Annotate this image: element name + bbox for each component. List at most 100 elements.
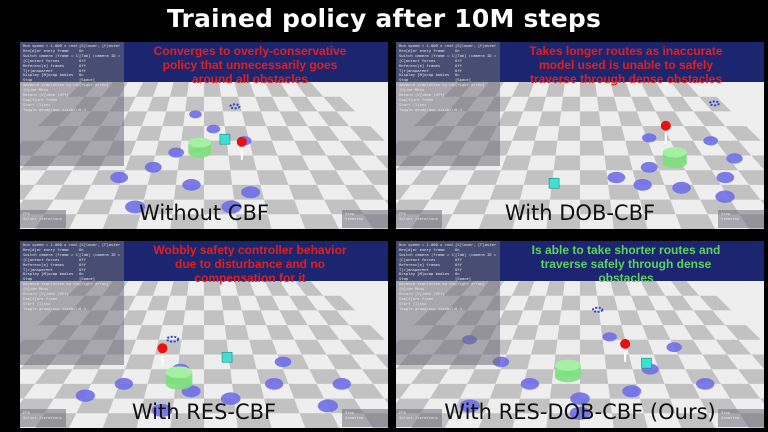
menu-row[interactable]: Referenc[e] frames Off [23, 263, 121, 268]
floor-tile [760, 199, 764, 205]
menu-key: Ren[d]er every frame [399, 48, 445, 53]
floor-tile [640, 281, 666, 296]
menu-row[interactable]: Run speed = 1.000 x real time[S]lower, [… [23, 243, 121, 248]
floor-tile [632, 369, 665, 384]
obstacle [206, 124, 221, 134]
panel-label: With DOB-CBF [504, 201, 656, 225]
menu-row[interactable]: Toggle geomgroup visibility 0-4 [399, 108, 497, 113]
menu-row[interactable]: Stop [Space] [23, 277, 121, 282]
obstacle [317, 399, 338, 413]
menu-row[interactable]: Referenc[e] frames Off [399, 64, 497, 69]
menu-row[interactable]: Toggle geomgroup visibility 0-4 [23, 108, 121, 113]
mujoco-menu-overlay[interactable]: Run speed = 1.000 x real time[S]lower, [… [396, 241, 500, 365]
mujoco-menu-overlay[interactable]: Run speed = 1.000 x real time[S]lower, [… [20, 42, 124, 166]
menu-row[interactable]: Toggle geomgroup visibility 0-4 [23, 307, 121, 312]
menu-row[interactable]: Start [I]xyz [399, 103, 497, 108]
menu-row[interactable]: Display [M]ocap bodies On [399, 73, 497, 78]
menu-row[interactable]: [H]ide Menu [23, 88, 121, 93]
menu-row[interactable]: [C]ontact forces Off [23, 258, 121, 263]
menu-row[interactable]: Display [M]ocap bodies On [23, 73, 121, 78]
annotation-line: model used is unable to safely [538, 58, 714, 72]
floor-tile [307, 126, 340, 141]
menu-row[interactable]: Stop [Space] [399, 78, 497, 83]
sim-viewport-without-cbf[interactable]: Run speed = 1.000 x real time[S]lower, [… [20, 42, 388, 229]
menu-row[interactable]: Switch camera (frame = 1) [Tab] (camera I… [23, 253, 121, 258]
menu-row[interactable]: Run speed = 1.000 x real time[S]lower, [… [399, 44, 497, 49]
mujoco-menu-overlay[interactable]: Run speed = 1.000 x real time[S]lower, [… [396, 42, 500, 166]
menu-row[interactable]: Ren[d]er every frame On [399, 248, 497, 253]
floor-tile [344, 184, 385, 200]
annotation-line: obstacles [598, 271, 654, 285]
menu-row[interactable]: Advance simulation by one step[right arr… [399, 282, 497, 287]
menu-row[interactable]: Referenc[e] frames Off [23, 64, 121, 69]
menu-row[interactable]: T[r]ansparent Off [23, 268, 121, 273]
menu-row[interactable]: [H]ide Menu [399, 287, 497, 292]
mujoco-menu-overlay[interactable]: Run speed = 1.000 x real time[S]lower, [… [20, 241, 124, 365]
menu-row[interactable]: Cap[t]ure frame [23, 297, 121, 302]
menu-row[interactable]: Ren[d]er every frame On [23, 49, 121, 54]
menu-row[interactable]: Record [V]ideo (Off) [23, 93, 121, 98]
floor-tile [640, 82, 666, 97]
menu-row[interactable]: [C]ontact forces Off [23, 59, 121, 64]
menu-row[interactable]: Run speed = 1.000 x real time[S]lower, [… [399, 243, 497, 248]
menu-key: Record [V]ideo (Off) [23, 292, 69, 297]
menu-row[interactable]: Switch camera (frame = 1) [Tab] (camera I… [23, 54, 121, 59]
floor-tile [299, 214, 339, 229]
menu-row[interactable]: Cap[t]ure frame [399, 297, 497, 302]
menu-key: Ren[d]er every frame [399, 247, 445, 252]
menu-row[interactable]: T[r]ansparent Off [399, 268, 497, 273]
floor-tile [545, 82, 565, 97]
obstacle [264, 378, 284, 390]
menu-row[interactable]: Switch camera (frame = 1) [Tab] (camera I… [399, 253, 497, 258]
step-stats-panel: Step timestep [342, 210, 388, 228]
menu-row[interactable]: Advance simulation by one step[right arr… [23, 83, 121, 88]
menu-row[interactable]: Cap[t]ure frame [399, 98, 497, 103]
menu-row[interactable]: Record [V]ideo (Off) [399, 292, 497, 297]
menu-row[interactable]: Referenc[e] frames Off [399, 263, 497, 268]
menu-row[interactable]: [C]ontact forces Off [399, 258, 497, 263]
menu-row[interactable]: Advance simulation by one step[right arr… [399, 83, 497, 88]
floor-tile [693, 111, 726, 127]
floor-tile [617, 310, 643, 326]
marker-cube [548, 177, 560, 189]
menu-row[interactable]: Toggle geomgroup visibility 0-4 [399, 307, 497, 312]
menu-row[interactable]: Advance simulation by one step[right arr… [23, 282, 121, 287]
floor-tile [34, 170, 73, 185]
menu-row[interactable]: T[r]ansparent Off [23, 69, 121, 74]
menu-row[interactable]: [C]ontact forces Off [399, 59, 497, 64]
sim-viewport-res-dob-cbf[interactable]: Run speed = 1.000 x real time[S]lower, [… [396, 241, 764, 428]
floor-tile [604, 354, 633, 370]
sim-viewport-res-cbf[interactable]: Run speed = 1.000 x real time[S]lower, [… [20, 241, 388, 428]
menu-row[interactable]: Display [M]ocap bodies On [23, 272, 121, 277]
menu-row[interactable]: Switch camera (frame = 1) [Tab] (camera I… [399, 54, 497, 59]
menu-row[interactable]: Record [V]ideo (Off) [23, 292, 121, 297]
menu-row[interactable]: Start [I]xyz [399, 302, 497, 307]
menu-row[interactable]: [H]ide Menu [399, 88, 497, 93]
floor-tile [523, 170, 554, 185]
floor-tile [326, 354, 362, 370]
menu-row[interactable]: [H]ide Menu [23, 287, 121, 292]
marker-cube [641, 357, 652, 369]
panel-annotation: Takes longer routes as inaccurate model … [496, 44, 756, 86]
menu-row[interactable]: T[r]ansparent Off [399, 69, 497, 74]
menu-row[interactable]: Run speed = 1.000 x real time[S]lower, [… [23, 44, 121, 49]
obstacle [332, 378, 351, 390]
floor-tile [170, 214, 204, 229]
stats-label: FPS [399, 211, 406, 216]
menu-row[interactable]: Start [I]xyz [23, 302, 121, 307]
floor-tile [277, 155, 310, 171]
menu-row[interactable]: Start [I]xyz [23, 103, 121, 108]
goal-cylinder [188, 147, 212, 158]
menu-row[interactable]: Display [M]ocap bodies On [399, 272, 497, 277]
menu-row[interactable]: Ren[d]er every frame On [399, 49, 497, 54]
sim-viewport-dob-cbf[interactable]: Run speed = 1.000 x real time[S]lower, [… [396, 42, 764, 229]
floor-tile [523, 295, 546, 311]
menu-value: Off [79, 58, 86, 63]
menu-row[interactable]: Record [V]ideo (Off) [399, 93, 497, 98]
menu-row[interactable]: Stop [Space] [23, 78, 121, 83]
menu-row[interactable]: Cap[t]ure frame [23, 98, 121, 103]
marker-cube [221, 351, 233, 363]
menu-row[interactable]: Stop [Space] [399, 277, 497, 282]
menu-row[interactable]: Ren[d]er every frame On [23, 248, 121, 253]
floor-tile [20, 184, 35, 200]
